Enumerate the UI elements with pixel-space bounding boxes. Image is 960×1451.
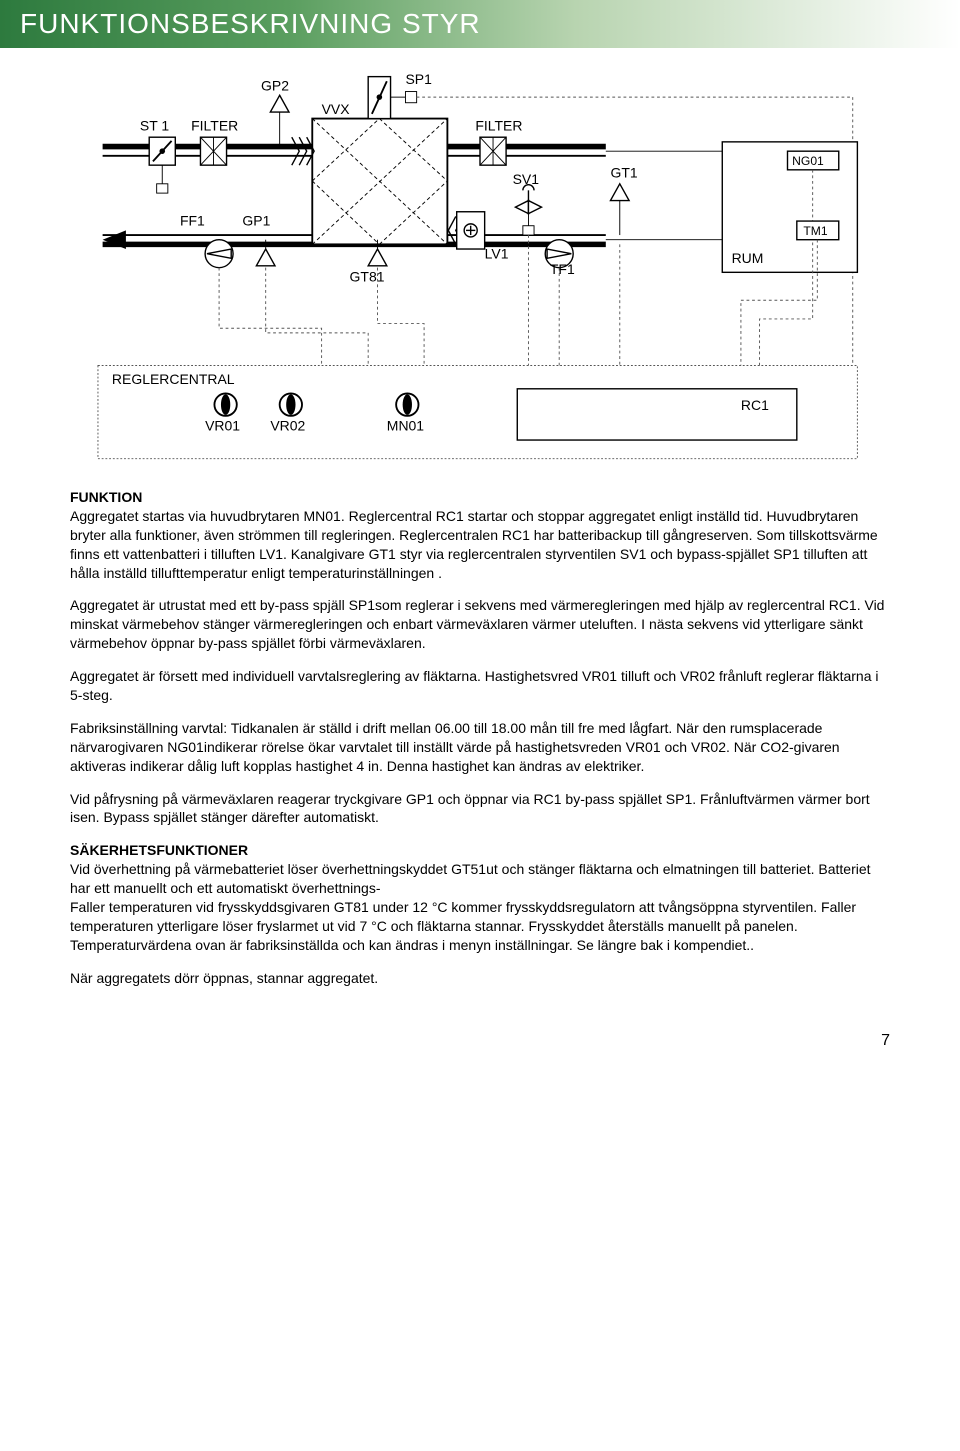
label-vr02: VR02 (270, 418, 305, 434)
label-reglercentral: REGLERCENTRAL (112, 371, 235, 387)
paragraph-1: Aggregatet startas via huvudbrytaren MN0… (70, 508, 878, 581)
paragraph-4: Fabriksinställning varvtal: Tidkanalen ä… (70, 719, 890, 776)
label-gt1: GT1 (610, 164, 637, 180)
label-filter1: FILTER (191, 118, 238, 134)
page-number: 7 (0, 1032, 960, 1070)
label-rum: RUM (732, 250, 764, 266)
label-ng01: NG01 (792, 154, 824, 168)
sakerhets-label: SÄKERHETSFUNKTIONER (70, 842, 248, 858)
header-title: FUNKTIONSBESKRIVNING STYR (20, 8, 481, 39)
funktion-label: FUNKTION (70, 489, 142, 505)
label-gt81: GT81 (350, 269, 385, 285)
paragraph-3: Aggregatet är försett med individuell va… (70, 667, 890, 705)
label-tf1: TF1 (550, 261, 575, 277)
paragraph-8: När aggregatets dörr öppnas, stannar agg… (70, 969, 890, 988)
label-sp1: SP1 (405, 71, 432, 87)
page-header: FUNKTIONSBESKRIVNING STYR (0, 0, 960, 48)
label-vr01: VR01 (205, 418, 240, 434)
body-text: FUNKTION Aggregatet startas via huvudbry… (0, 488, 960, 1032)
label-mn01: MN01 (387, 418, 424, 434)
paragraph-7: Faller temperaturen vid frysskyddsgivare… (70, 898, 890, 955)
label-lv1: LV1 (485, 245, 509, 261)
label-filter2: FILTER (475, 118, 522, 134)
label-rc1: RC1 (741, 397, 769, 413)
label-tm1: TM1 (803, 224, 827, 238)
paragraph-6: Vid överhettning på värmebatteriet löser… (70, 861, 871, 896)
system-diagram: ST 1 FILTER GP2 VVX SP1 (0, 48, 960, 488)
label-vvx: VVX (322, 101, 351, 117)
label-st1: ST 1 (140, 118, 169, 134)
label-ff1: FF1 (180, 213, 205, 229)
label-gp1: GP1 (242, 213, 270, 229)
paragraph-5: Vid påfrysning på värmeväxlaren reagerar… (70, 790, 890, 828)
diagram-svg: ST 1 FILTER GP2 VVX SP1 (60, 58, 900, 468)
paragraph-2: Aggregatet är utrustat med ett by-pass s… (70, 596, 890, 653)
label-gp2: GP2 (261, 78, 289, 94)
label-sv1: SV1 (513, 171, 540, 187)
